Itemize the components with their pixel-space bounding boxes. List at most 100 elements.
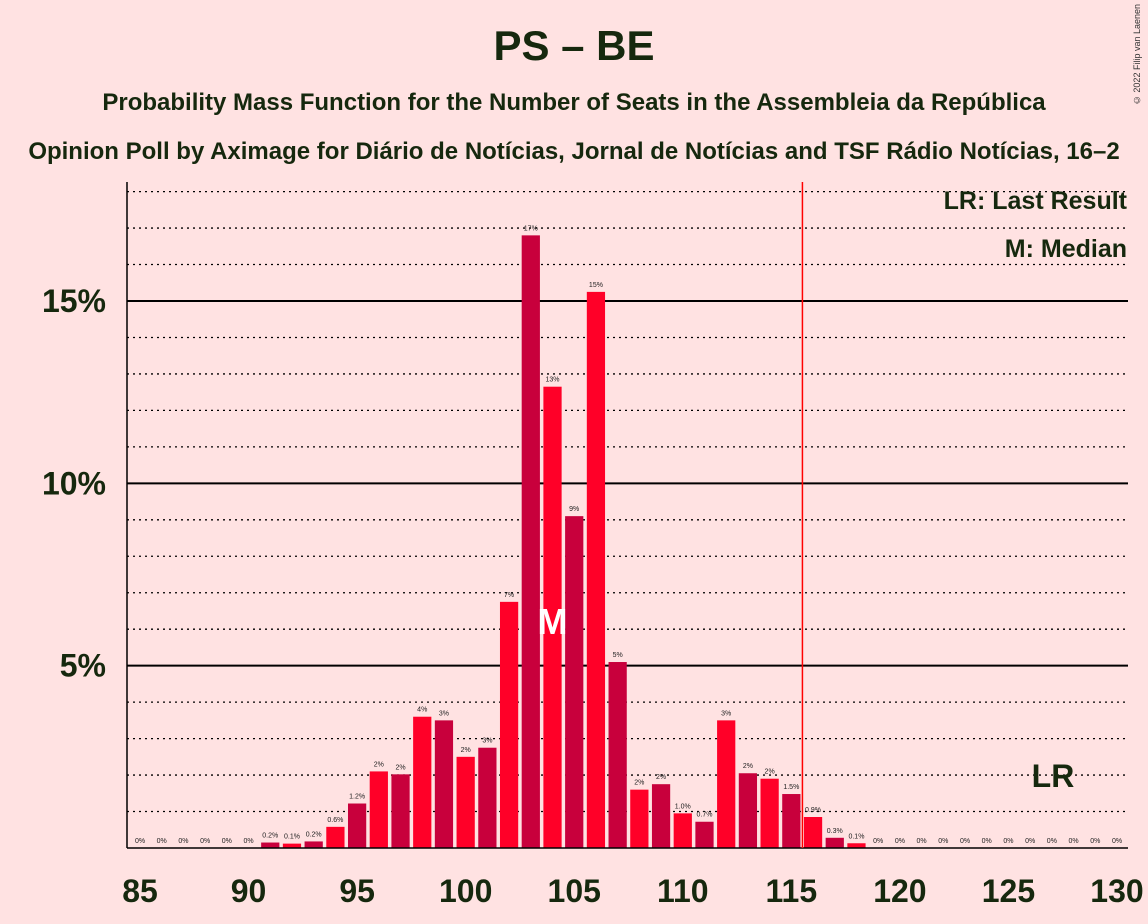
bar-seat-97	[391, 774, 410, 848]
x-tick-label: 110	[657, 873, 709, 909]
bar-seat-117	[825, 837, 844, 848]
bar-seat-91	[261, 842, 280, 848]
bar-seat-118	[847, 843, 866, 848]
x-tick-label: 125	[982, 873, 1035, 909]
bar-label-seat-86: 0%	[157, 838, 167, 845]
x-tick-label: 100	[439, 873, 492, 909]
bar-label-seat-124: 0%	[982, 838, 992, 845]
bar-label-seat-96: 2%	[374, 761, 384, 768]
bar-label-seat-95: 1.2%	[349, 794, 365, 801]
bar-label-seat-118: 0.1%	[848, 833, 864, 840]
bar-label-seat-110: 1.0%	[675, 803, 691, 810]
bar-label-seat-123: 0%	[960, 838, 970, 845]
bar-label-seat-125: 0%	[1003, 838, 1013, 845]
bar-seat-106	[586, 291, 606, 849]
bar-seat-108	[630, 789, 649, 848]
bar-label-seat-90: 0%	[243, 838, 253, 845]
bar-label-seat-89: 0%	[222, 838, 232, 845]
chart-title: PS – BE	[493, 22, 655, 69]
x-tick-label: 90	[231, 873, 267, 909]
chart-subtitle: Probability Mass Function for the Number…	[102, 89, 1046, 116]
gridlines	[127, 190, 1128, 813]
bar-label-seat-128: 0%	[1069, 838, 1079, 845]
bar-label-seat-106: 15%	[589, 282, 603, 289]
bar-seat-98	[413, 716, 432, 848]
x-axis-ticks: 85 90 95 100 105 110 115 120 125 130	[122, 873, 1143, 909]
bar-seat-92	[282, 843, 302, 848]
legend-last-result: LR: Last Result	[944, 187, 1128, 215]
median-marker: M	[538, 601, 568, 642]
bar-seat-103	[521, 235, 540, 849]
bars	[261, 235, 866, 849]
bar-seat-116	[803, 817, 823, 848]
bar-label-seat-99: 3%	[439, 710, 449, 717]
y-tick-label: 10%	[42, 465, 106, 501]
bar-label-seat-122: 0%	[938, 838, 948, 845]
bar-seat-113	[738, 773, 758, 848]
y-tick-label: 15%	[42, 283, 106, 319]
bar-seat-100	[456, 756, 475, 848]
bar-label-seat-119: 0%	[873, 838, 883, 845]
bar-seat-109	[651, 784, 671, 848]
bar-label-seat-107: 5%	[613, 652, 623, 659]
bar-label-seat-103: 17%	[524, 225, 538, 232]
bar-label-seat-113: 2%	[743, 763, 753, 770]
bar-label-seat-112: 3%	[721, 710, 731, 717]
y-tick-label: 5%	[60, 648, 106, 684]
bar-seat-112	[717, 720, 736, 848]
markers: LR M	[538, 182, 1075, 848]
bar-label-seat-127: 0%	[1047, 838, 1057, 845]
bar-label-seat-100: 2%	[461, 747, 471, 754]
legend: LR: Last Result M: Median	[944, 187, 1128, 263]
bar-label-seat-109: 2%	[656, 774, 666, 781]
bar-seat-111	[695, 821, 714, 848]
bar-seat-107	[608, 662, 627, 848]
bar-seat-96	[369, 771, 388, 848]
bar-seat-99	[434, 720, 454, 848]
bar-value-labels: 0% 0% 0% 0% 0% 0% 0.2% 0.1% 0.2% 0.6% 1.2% 2% 2% 4% 3%…	[135, 225, 1122, 845]
bar-label-seat-126: 0%	[1025, 838, 1035, 845]
bar-label-seat-97: 2%	[395, 764, 405, 771]
bar-seat-114	[760, 778, 779, 848]
x-tick-label: 85	[122, 873, 158, 909]
x-tick-label: 95	[339, 873, 375, 909]
bar-label-seat-116: 0.9%	[805, 807, 821, 814]
bar-label-seat-92: 0.1%	[284, 834, 300, 841]
bar-seat-105	[565, 516, 584, 848]
last-result-marker: LR	[1032, 758, 1075, 794]
bar-label-seat-93: 0.2%	[306, 831, 322, 838]
y-axis-ticks: 5% 10% 15%	[42, 283, 106, 684]
bar-label-seat-108: 2%	[634, 780, 644, 787]
bar-label-seat-105: 9%	[569, 506, 579, 513]
bar-label-seat-121: 0%	[917, 838, 927, 845]
legend-median: M: Median	[1005, 235, 1127, 263]
bar-label-seat-130: 0%	[1112, 838, 1122, 845]
bar-label-seat-114: 2%	[765, 769, 775, 776]
chart-subtitle-poll: Opinion Poll by Aximage for Diário de No…	[28, 138, 1120, 165]
axes	[126, 182, 1128, 849]
bar-seat-104	[543, 386, 562, 848]
bar-label-seat-88: 0%	[200, 838, 210, 845]
bar-seat-110	[673, 813, 692, 848]
bar-seat-93	[304, 841, 323, 848]
bar-seat-94	[326, 826, 345, 848]
bar-label-seat-104: 13%	[546, 377, 560, 384]
bar-seat-101	[478, 747, 497, 848]
x-tick-label: 120	[873, 873, 926, 909]
bar-label-seat-120: 0%	[895, 838, 905, 845]
bar-label-seat-117: 0.3%	[827, 828, 843, 835]
bar-seat-95	[347, 803, 367, 848]
bar-label-seat-111: 0.7%	[697, 812, 713, 819]
bar-label-seat-94: 0.6%	[327, 817, 343, 824]
bar-label-seat-101: 3%	[482, 738, 492, 745]
bar-label-seat-102: 7%	[504, 592, 514, 599]
x-tick-label: 105	[548, 873, 601, 909]
bar-label-seat-98: 4%	[417, 707, 427, 714]
bar-label-seat-91: 0.2%	[262, 833, 278, 840]
x-tick-label: 130	[1090, 873, 1143, 909]
x-tick-label: 115	[766, 873, 818, 909]
bar-label-seat-115: 1.5%	[783, 784, 799, 791]
bar-label-seat-129: 0%	[1090, 838, 1100, 845]
bar-seat-115	[782, 794, 801, 848]
